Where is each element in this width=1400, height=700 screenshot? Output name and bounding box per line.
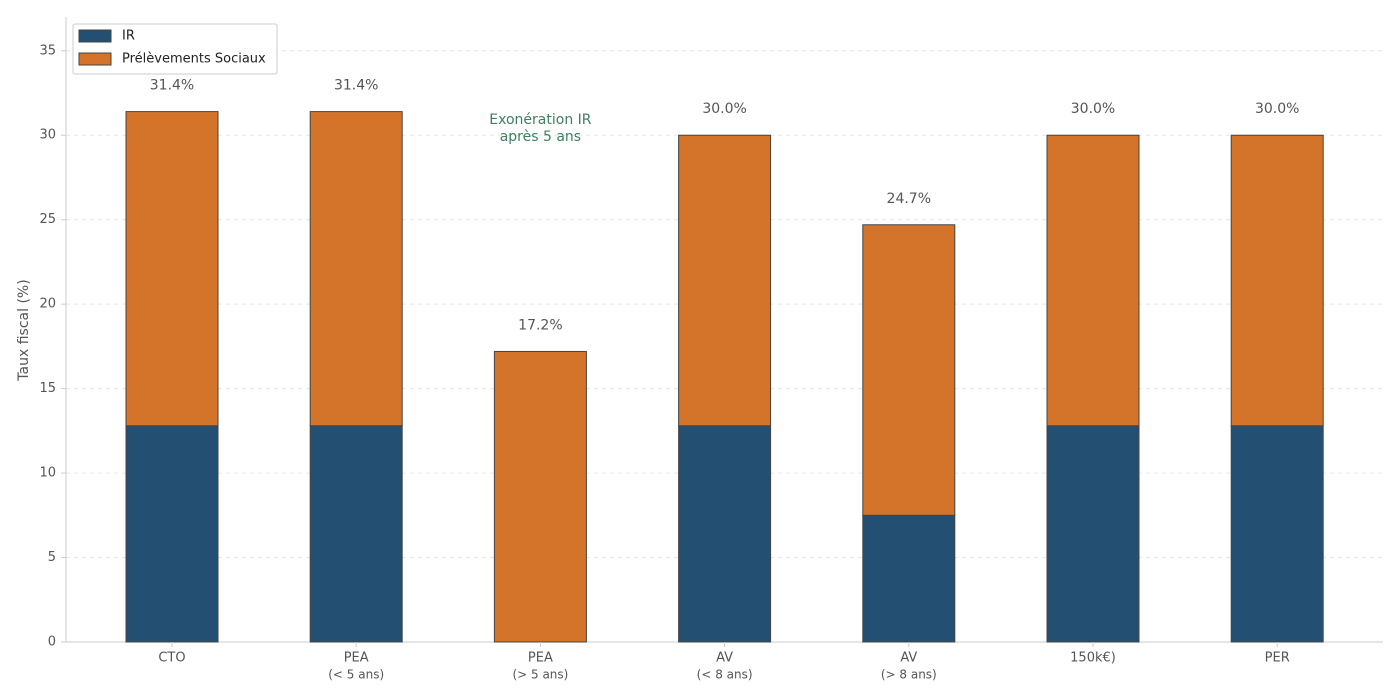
x-tick-label: (> 8 ans) (881, 668, 937, 682)
bar-segment (1230, 425, 1324, 643)
annotation: après 5 ans (500, 129, 581, 145)
y-tick-label: 30 (39, 128, 56, 143)
bar-segment (862, 224, 956, 516)
x-tick-label: (< 5 ans) (328, 668, 384, 682)
bar-segment (125, 111, 219, 427)
x-tick-label: CTO (158, 651, 185, 666)
y-tick-label: 15 (39, 381, 56, 396)
bar-segment (309, 425, 403, 643)
x-tick-label: PEA (528, 651, 553, 666)
bar-segment (678, 425, 772, 643)
y-tick-label: 10 (39, 466, 56, 481)
bar-segment (125, 425, 219, 643)
total-label: 31.4% (150, 78, 194, 94)
bar-segment (1046, 134, 1140, 427)
bar-segment (1046, 425, 1140, 643)
bar-segment (309, 111, 403, 427)
legend-label: IR (122, 29, 135, 44)
annotation: Exonération IR (489, 112, 591, 128)
legend-swatch (78, 29, 112, 43)
total-label: 30.0% (702, 101, 746, 117)
total-label: 31.4% (334, 78, 378, 94)
y-tick-label: 35 (39, 43, 56, 58)
legend-label: Prélèvements Sociaux (122, 52, 266, 67)
total-label: 30.0% (1071, 101, 1115, 117)
x-tick-label: AV (716, 651, 733, 666)
x-tick-label: (> 5 ans) (512, 668, 568, 682)
total-label: 30.0% (1255, 101, 1299, 117)
bar-segment (493, 350, 587, 643)
total-label: 17.2% (518, 317, 562, 333)
x-tick-label: (< 8 ans) (697, 668, 753, 682)
y-tick-label: 5 (48, 550, 56, 565)
bar-segment (862, 514, 956, 643)
x-tick-label: PER (1265, 651, 1290, 666)
y-axis-label: Taux fiscal (%) (16, 279, 32, 381)
x-tick-label: PEA (344, 651, 369, 666)
legend-box (72, 23, 278, 75)
total-label: 24.7% (887, 191, 931, 207)
legend-swatch (78, 52, 112, 66)
y-tick-label: 0 (48, 635, 56, 650)
x-tick-label: AV (900, 651, 917, 666)
x-tick-label: 150k€) (1070, 651, 1116, 666)
bar-segment (1230, 134, 1324, 427)
bar-segment (678, 134, 772, 427)
y-tick-label: 25 (39, 212, 56, 227)
y-tick-label: 20 (39, 297, 56, 312)
